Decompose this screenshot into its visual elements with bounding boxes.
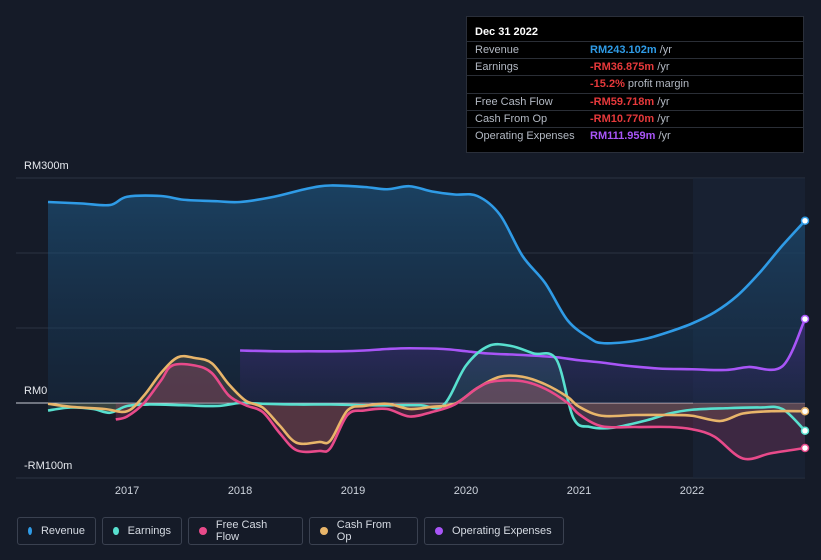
tooltip-row-value: RM111.959m /yr xyxy=(590,130,671,142)
series-endpoints xyxy=(800,216,810,453)
operating-expenses-line xyxy=(240,318,807,372)
tooltip-row-unit: /yr xyxy=(657,61,670,74)
operating-expenses-area xyxy=(240,319,805,403)
tooltip-row-unit: /yr xyxy=(657,112,670,125)
legend-label: Revenue xyxy=(40,525,85,537)
tooltip-row-value: -15.2% profit margin xyxy=(590,78,690,91)
cash-from-op-line xyxy=(47,354,806,446)
tooltip-row-value: -RM59.718m /yr xyxy=(590,95,670,108)
series-lines xyxy=(47,184,807,461)
x-tick-label: 2021 xyxy=(566,485,592,497)
legend-item-operating-expenses[interactable]: Operating Expenses xyxy=(424,517,564,545)
legend-label: Free Cash Flow xyxy=(215,519,268,543)
legend-dot-icon xyxy=(320,527,328,535)
x-tick-label: 2017 xyxy=(114,485,140,497)
revenue-area xyxy=(48,185,805,403)
earnings-endpoint xyxy=(800,426,810,435)
tooltip-date: Dec 31 2022 xyxy=(475,26,538,38)
tooltip-row: Free Cash Flow -RM59.718m /yr xyxy=(467,92,803,111)
cash-from-op-endpoint xyxy=(800,407,810,416)
x-tick-label: 2022 xyxy=(679,485,705,497)
x-tick-label: 2019 xyxy=(340,485,366,497)
tooltip: Dec 31 2022 Revenue RM243.102m /yr Earning… xyxy=(466,16,804,153)
tooltip-row-label: Operating Expenses xyxy=(475,130,575,142)
tooltip-row: Revenue RM243.102m /yr xyxy=(467,41,803,59)
legend-dot-icon xyxy=(435,527,443,535)
y-tick-label: -RM100m xyxy=(24,460,73,472)
legend-dot-icon xyxy=(199,527,207,535)
operating-expenses-endpoint xyxy=(800,314,810,324)
tooltip-row-label: Free Cash Flow xyxy=(475,95,553,108)
legend-item-revenue[interactable]: Revenue xyxy=(17,517,96,545)
tooltip-row-unit: /yr xyxy=(657,95,670,108)
tooltip-row-unit: profit margin xyxy=(627,78,690,91)
x-tick-label: 2018 xyxy=(227,485,253,497)
tooltip-row-value: -RM10.770m /yr xyxy=(590,112,670,125)
tooltip-row-label: Earnings xyxy=(475,61,519,74)
legend-label: Operating Expenses xyxy=(452,525,552,537)
tooltip-row-value: -RM36.875m /yr xyxy=(590,61,670,74)
tooltip-row-value: RM243.102m /yr xyxy=(590,44,672,56)
revenue-endpoint xyxy=(800,216,810,225)
legend-dot-icon xyxy=(113,527,119,535)
y-tick-label: RM300m xyxy=(24,160,69,172)
legend-label: Earnings xyxy=(127,525,171,537)
tooltip-row: Cash From Op -RM10.770m /yr xyxy=(467,109,803,128)
tooltip-row-unit: /yr xyxy=(658,130,671,142)
y-tick-label: RM0 xyxy=(24,385,48,397)
series-areas xyxy=(48,185,806,460)
earnings-area xyxy=(48,344,805,431)
legend-label: Cash From Op xyxy=(336,519,392,543)
revenue-line xyxy=(47,184,806,345)
legend-item-earnings[interactable]: Earnings xyxy=(102,517,182,545)
legend-item-free-cash-flow[interactable]: Free Cash Flow xyxy=(188,517,303,545)
tooltip-row: Operating Expenses RM111.959m /yr xyxy=(467,127,803,145)
legend-item-cash-from-op[interactable]: Cash From Op xyxy=(309,517,418,545)
tooltip-row-label: Revenue xyxy=(475,44,520,56)
cash-from-op-area xyxy=(48,356,805,444)
x-tick-label: 2020 xyxy=(453,485,479,497)
tooltip-row: Earnings -RM36.875m /yr xyxy=(467,58,803,76)
tooltip-row-unit: /yr xyxy=(659,44,672,56)
legend-dot-icon xyxy=(28,527,32,535)
free-cash-flow-endpoint xyxy=(800,443,810,453)
tooltip-row: -15.2% profit margin xyxy=(467,75,803,93)
tooltip-row-label: Cash From Op xyxy=(475,112,548,125)
free-cash-flow-line xyxy=(115,362,806,461)
